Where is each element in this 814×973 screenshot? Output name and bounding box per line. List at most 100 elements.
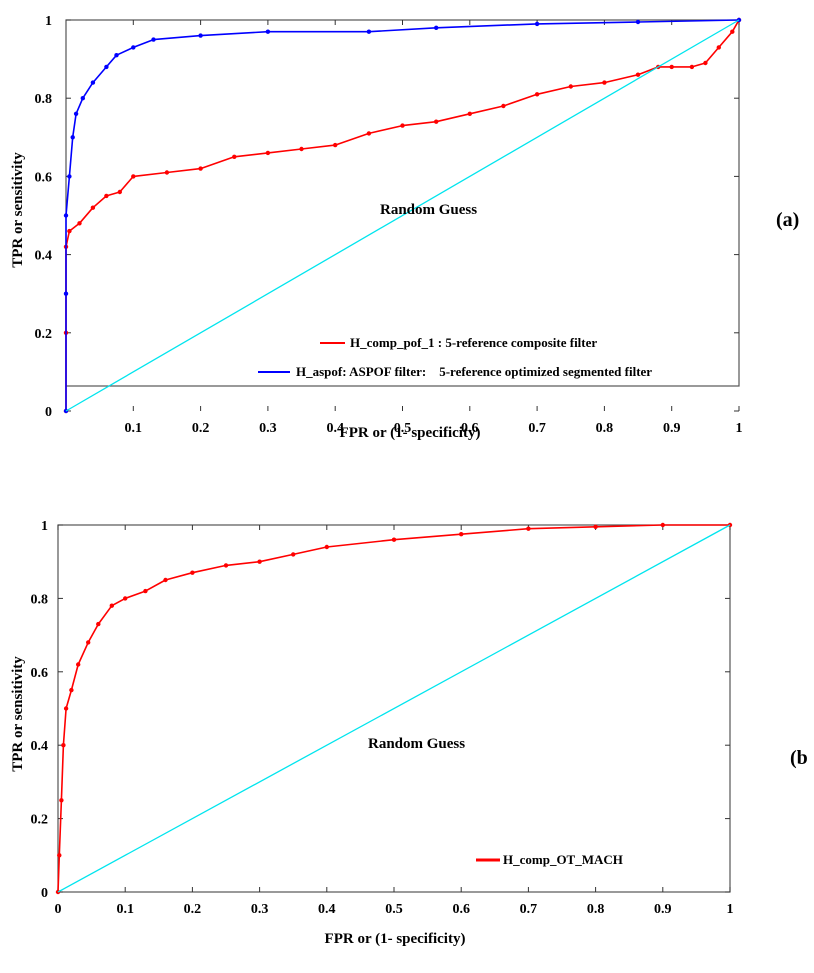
chart-b-y-tick-label: 0 <box>41 886 48 901</box>
chart-a-series-0-point <box>467 111 472 117</box>
chart-b-x-axis-label: FPR or (1- specificity) <box>325 931 466 947</box>
chart-a-series-1-point <box>635 19 641 25</box>
chart-a-series-1-point <box>70 135 75 140</box>
chart-a-series-0-point <box>534 92 540 97</box>
chart-b-y-tick-label: 0.8 <box>31 592 49 607</box>
chart-a-x-tick-label: 0.1 <box>125 421 143 436</box>
chart-a-x-tick-label: 0.8 <box>596 421 614 436</box>
chart-a-y-ticks: 0 0.2 0.4 0.6 0.8 1 <box>35 14 739 420</box>
chart-b-series-line-0 <box>57 524 730 893</box>
chart-a-series-1-point <box>198 33 203 38</box>
chart-a-series-0-point <box>198 166 203 171</box>
chart-b-series-0-point <box>96 621 101 627</box>
chart-b-series-0-point <box>257 559 262 564</box>
chart-a-x-tick-label: 0.7 <box>528 421 546 436</box>
chart-b-y-axis-label: TPR or sensitivity <box>10 656 26 772</box>
chart-b-x-tick-label: 0.4 <box>318 902 336 917</box>
chart-a-series-0-point <box>90 205 96 210</box>
chart-b-series-0-point <box>76 662 81 667</box>
chart-b-y-tick-label: 0.2 <box>31 813 49 828</box>
chart-a-series-1-point <box>366 29 372 34</box>
chart-a-series-0-point <box>730 29 735 34</box>
chart-b-series-0-point <box>324 544 329 550</box>
chart-b-series-0-point <box>593 524 598 529</box>
chart-a-legend-item-red: H_comp_pof_1 : 5-reference composite fil… <box>350 335 597 350</box>
chart-b-x-tick-label: 0.6 <box>452 902 470 917</box>
chart-a-x-ticks: 0.1 0.2 0.3 0.4 0.5 0.6 0.7 0.8 0.9 1 <box>125 20 743 436</box>
chart-a-series-0-point <box>104 193 109 199</box>
chart-b-series-0-point <box>291 552 296 557</box>
chart-a-series-1-point <box>104 64 109 70</box>
chart-a-series-1-point <box>151 37 156 42</box>
chart-b-series-0-point <box>59 798 64 803</box>
chart-a-y-tick-label: 0 <box>45 405 52 420</box>
chart-b-series-0-point <box>57 853 62 858</box>
chart-b-random-guess-label: Random Guess <box>368 736 465 752</box>
chart-b: 0 0.1 0.2 0.3 0.4 0.5 0.6 0.7 0.8 0.9 1 0 0.2 0.4 0.6… <box>10 519 808 947</box>
chart-a-x-tick-label: 0.5 <box>394 421 412 436</box>
chart-b-x-tick-label: 0.5 <box>385 902 403 917</box>
chart-b-series-0-point <box>61 743 66 748</box>
chart-b-y-ticks: 0 0.2 0.4 0.6 0.8 1 <box>31 519 730 901</box>
chart-a-y-tick-label: 1 <box>45 14 52 29</box>
chart-a-series-1-point <box>434 25 439 30</box>
chart-a-series-1-point <box>131 45 136 50</box>
chart-a-series-0-point <box>568 84 573 89</box>
chart-a-x-tick-label: 1 <box>736 421 743 436</box>
chart-a-series-0-point <box>635 72 641 77</box>
chart-b-series-0-point <box>459 532 464 537</box>
chart-b-legend-item-red: H_comp_OT_MACH <box>503 852 623 867</box>
chart-a-x-tick-label: 0.3 <box>259 421 277 436</box>
chart-b-series-0-point <box>223 563 229 568</box>
chart-b-legend: H_comp_OT_MACH <box>476 852 623 867</box>
chart-b-random-guess-line <box>57 524 731 893</box>
chart-a-series-0-point <box>716 45 721 50</box>
chart-a-series-1-point <box>80 96 86 101</box>
chart-a-series-1-point <box>114 53 119 58</box>
chart-a-series-0-point <box>265 150 271 156</box>
chart-a-series-0-point <box>117 189 123 195</box>
chart-a-series-0-point <box>501 103 506 109</box>
chart-a-series-1-point <box>67 174 72 179</box>
chart-a-series-0-point <box>131 174 136 179</box>
chart-b-series-0-point <box>86 640 91 645</box>
chart-b-series <box>55 522 733 895</box>
chart-b-x-tick-label: 0 <box>55 902 62 917</box>
chart-a-series-0-point <box>333 142 338 148</box>
chart-b-series-0-point <box>123 596 128 601</box>
chart-a-series-1-point <box>63 291 69 296</box>
chart-a-series-1-point <box>73 111 79 117</box>
chart-a-y-tick-label: 0.2 <box>35 327 53 342</box>
chart-a-random-guess-line <box>65 19 740 412</box>
chart-a-legend: H_comp_pof_1 : 5-reference composite fil… <box>258 335 652 379</box>
chart-a-series-1-point <box>90 80 96 85</box>
chart-a-legend-item-blue: H_aspof: ASPOF filter: 5-reference optim… <box>296 364 652 379</box>
chart-a-series-0-point <box>67 228 72 234</box>
chart-a-y-tick-label: 0.6 <box>35 170 53 185</box>
chart-b-x-tick-label: 0.7 <box>520 902 538 917</box>
chart-b-series-0-point <box>391 537 397 542</box>
chart-b-x-ticks: 0 0.1 0.2 0.3 0.4 0.5 0.6 0.7 0.8 0.9 1 <box>55 525 734 917</box>
chart-a-y-tick-label: 0.4 <box>35 249 53 264</box>
chart-a-y-tick-label: 0.8 <box>35 92 53 107</box>
chart-b-x-tick-label: 0.1 <box>116 902 134 917</box>
chart-b-series-0-markers <box>55 522 733 895</box>
chart-a-series-1-point <box>63 213 69 218</box>
chart-b-series-0-point <box>190 570 195 575</box>
chart-b-x-tick-label: 0.9 <box>654 902 672 917</box>
chart-a-series-0-point <box>366 131 372 136</box>
chart-a-series-0-point <box>434 119 439 124</box>
chart-a-series-0-point <box>77 221 82 226</box>
chart-b-x-tick-label: 1 <box>727 902 734 917</box>
chart-b-y-tick-label: 0.6 <box>31 666 49 681</box>
chart-a-panel-label: (a) <box>776 209 799 231</box>
chart-a-random-guess-label: Random Guess <box>380 202 477 218</box>
chart-b-series-0-point <box>660 522 665 528</box>
chart-b-series-0-point <box>526 526 531 531</box>
chart-b-panel-label: (b <box>790 747 808 769</box>
chart-a-x-axis-label: FPR or (1- specificity) <box>340 425 481 441</box>
chart-b-y-tick-label: 1 <box>41 519 48 534</box>
chart-a-x-tick-label: 0.9 <box>663 421 681 436</box>
chart-b-x-tick-label: 0.2 <box>184 902 202 917</box>
